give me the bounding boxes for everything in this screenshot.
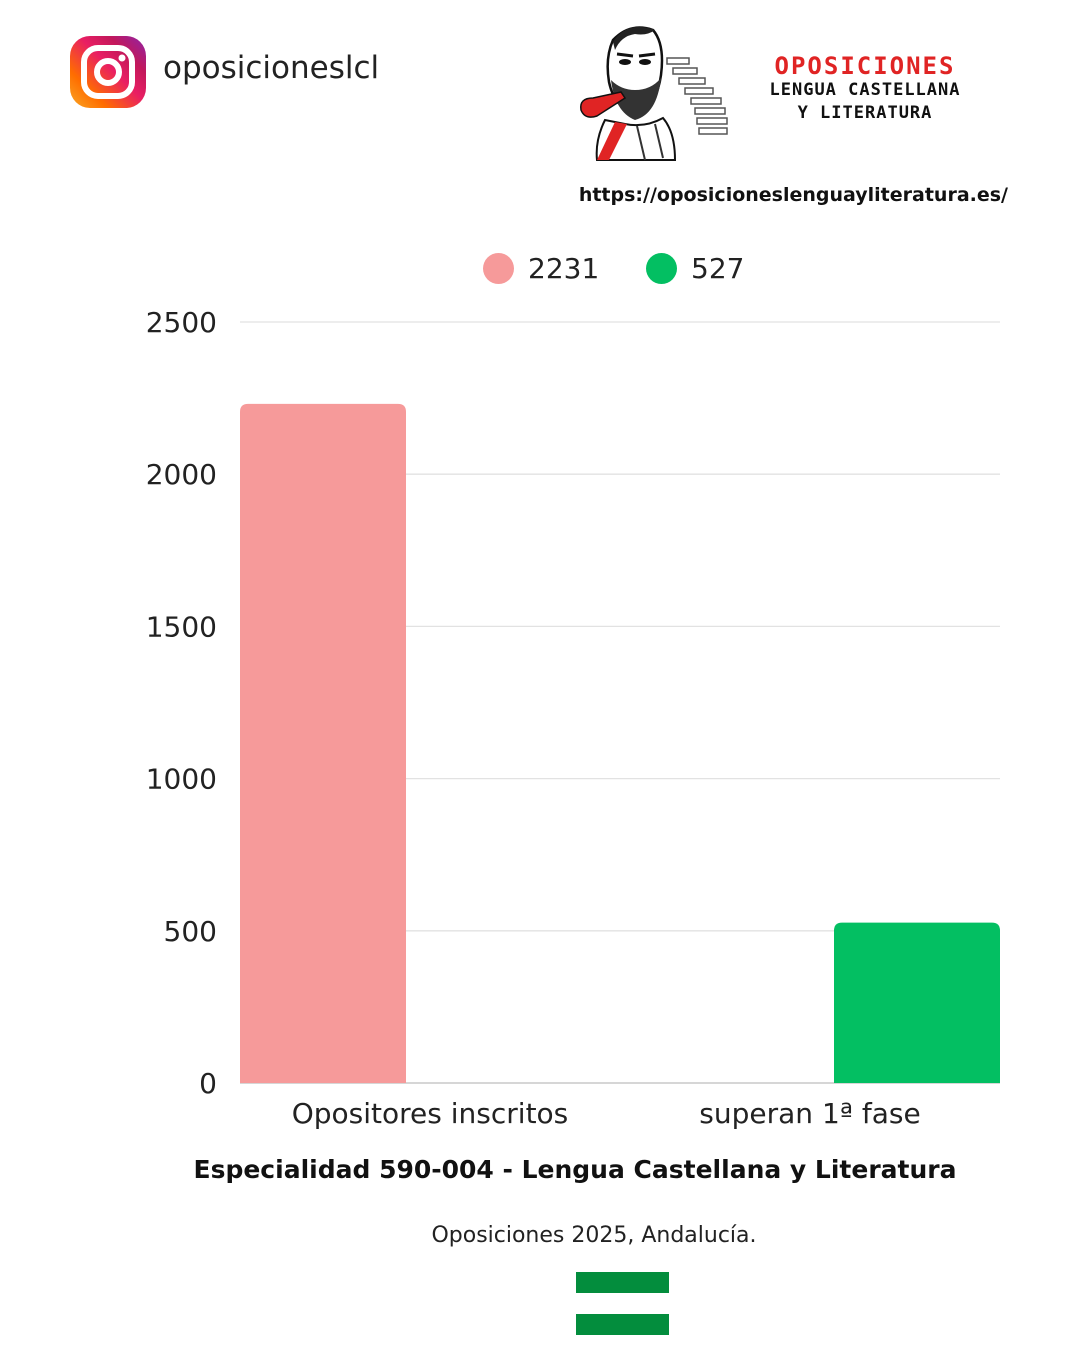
bar-1 <box>240 403 406 1083</box>
y-tick-label: 2000 <box>146 458 217 491</box>
y-tick-label: 1000 <box>146 763 217 796</box>
instagram-handle[interactable]: oposicioneslcl <box>163 50 380 86</box>
legend-label: 2231 <box>528 251 600 285</box>
flag-stripe <box>576 1314 669 1335</box>
andalusia-flag-icon <box>576 1272 669 1349</box>
chart-title: Especialidad 590-004 - Lengua Castellana… <box>193 1155 957 1184</box>
legend-label: 527 <box>691 251 745 285</box>
flag-stripe <box>576 1293 669 1314</box>
flag-stripe <box>576 1272 669 1293</box>
x-tick-label: superan 1ª fase <box>699 1097 920 1130</box>
y-tick-label: 0 <box>199 1067 217 1100</box>
legend-item-1: 2231 <box>483 250 599 286</box>
legend-item-2: 527 <box>646 250 744 286</box>
y-tick-label: 1500 <box>146 610 217 643</box>
instagram-icon[interactable] <box>70 36 146 108</box>
flag-stripe <box>576 1335 669 1349</box>
logo-title-line1: OPOSICIONES <box>774 52 956 80</box>
x-tick-label: Opositores inscritos <box>292 1097 569 1130</box>
logo-portrait-illustration <box>575 20 735 169</box>
legend-swatch <box>646 252 677 284</box>
bar-2 <box>834 922 1000 1083</box>
chart-subtitle: Oposiciones 2025, Andalucía. <box>431 1223 757 1248</box>
logo-title-line3: Y LITERATURA <box>797 103 933 123</box>
website-link[interactable]: https://oposicioneslenguayliteratura.es/ <box>578 184 1008 206</box>
y-tick-label: 500 <box>164 915 217 948</box>
y-tick-label: 2500 <box>146 306 217 339</box>
bar-chart: 0 500 1000 1500 2000 2500 Opositores inscritos… <box>146 306 1000 1130</box>
logo-title-line2: LENGUA CASTELLANA <box>769 80 961 100</box>
legend-swatch <box>483 252 514 284</box>
